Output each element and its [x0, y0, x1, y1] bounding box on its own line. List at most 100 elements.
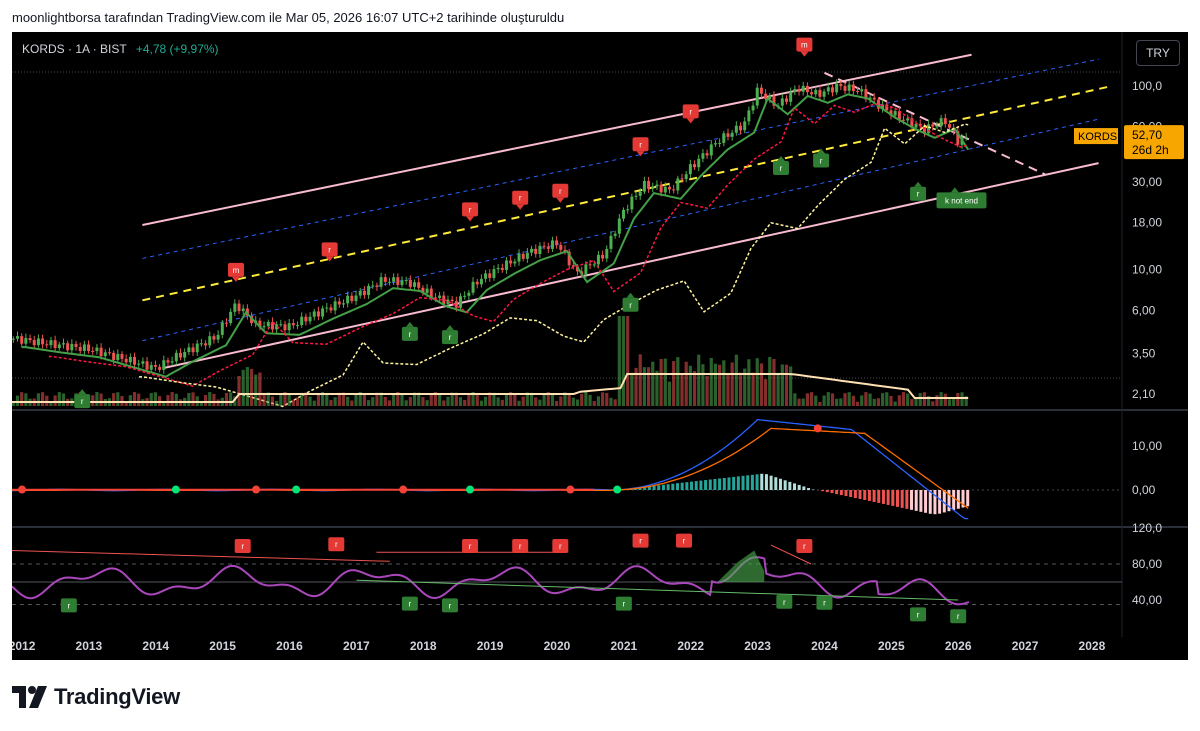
candle-body [822, 91, 826, 97]
sell-signal-pointer [800, 51, 809, 57]
candle-body [634, 195, 638, 197]
candle-body [199, 343, 203, 345]
signal-marker-label: r [328, 245, 331, 254]
osc1-histogram-bar [914, 490, 918, 511]
osc1-histogram-bar [877, 490, 881, 503]
tradingview-logo: TradingView [12, 683, 180, 711]
volume-bar [646, 367, 651, 406]
osc2-marker-label: r [559, 542, 562, 551]
buy-signal-marker [401, 326, 418, 341]
osc1-histogram-bar [956, 490, 960, 509]
candle-body [162, 360, 166, 370]
time-axis-tick: 2024 [811, 639, 838, 653]
candle-body [413, 282, 417, 287]
volume-bar [433, 392, 438, 406]
volume-bar [701, 364, 705, 406]
downtrend-line [824, 71, 1046, 176]
sell-signal-pointer [466, 216, 475, 222]
candle-body [116, 354, 120, 360]
candle-body [513, 261, 517, 264]
volume-bar [203, 394, 208, 406]
chart-svg[interactable]: mrrrrrrmrrrrrrrmk not end100,060,0030,00… [12, 32, 1188, 660]
osc1-histogram-bar [774, 477, 778, 490]
candle-body [145, 361, 149, 370]
price-axis-tick: 10,00 [1132, 263, 1162, 277]
time-axis-tick: 2015 [209, 639, 236, 653]
volume-bar [245, 367, 249, 406]
currency-button[interactable]: TRY [1136, 40, 1180, 66]
buy-signal-pointer [445, 325, 454, 331]
osc2-marker-label: r [783, 598, 786, 607]
osc2-sell-marker [552, 539, 569, 553]
candle-body [392, 277, 396, 282]
candle-body [128, 356, 132, 363]
volume-bar [843, 393, 847, 406]
candle-body [651, 186, 655, 189]
volume-bar [341, 392, 346, 406]
volume-bar [233, 396, 237, 406]
candle-body [538, 245, 542, 255]
osc1-cross-dot [466, 485, 475, 494]
volume-bar [275, 400, 279, 406]
candle-body [484, 273, 488, 279]
volume-bar [91, 395, 95, 406]
osc1-histogram-bar [938, 490, 942, 514]
osc2-axis-tick: 40,00 [1132, 593, 1162, 607]
candle-body [830, 87, 834, 93]
sell-signal-pointer [686, 118, 695, 124]
k-not-end-label: k not end [945, 196, 978, 205]
osc1-histogram-bar [919, 490, 923, 512]
volume-bar [772, 358, 776, 406]
osc2-marker-label: r [803, 542, 806, 551]
osc2-buy-marker [816, 595, 833, 610]
candle-body [166, 360, 170, 363]
volume-bar [801, 398, 805, 406]
chart-panel[interactable]: mrrrrrrmrrrrrrrmk not end100,060,0030,00… [12, 32, 1188, 660]
volume-bar [718, 364, 722, 406]
volume-bar [705, 376, 709, 406]
candle-body [283, 324, 287, 331]
candle-body [596, 254, 600, 265]
candle-body [772, 95, 776, 106]
osc2-buy-marker [950, 609, 967, 624]
volume-bar [906, 393, 910, 406]
fast-moving-average [22, 93, 970, 378]
price-axis-tick: 18,00 [1132, 216, 1162, 230]
volume-bar [642, 367, 646, 406]
osc1-cross-dot [171, 485, 180, 494]
buy-signal-marker [772, 161, 789, 176]
candle-body [759, 87, 763, 94]
buy-signal-marker [622, 297, 639, 312]
volume-bar [918, 393, 922, 406]
volume-bar [709, 357, 713, 406]
volume-bar [667, 381, 672, 406]
volume-bar [36, 393, 41, 406]
buy-signal-pointer [626, 292, 635, 298]
candle-body [613, 233, 617, 236]
osc1-histogram-bar [647, 486, 651, 490]
candle-body [931, 124, 935, 127]
volume-bar [500, 399, 504, 406]
volume-bar [960, 392, 964, 406]
candle-body [542, 245, 546, 247]
buy-signal-pointer [817, 148, 826, 154]
candle-body [312, 311, 316, 317]
volume-bar [855, 401, 860, 406]
last-price-symbol-tag [1074, 128, 1118, 145]
candle-body [442, 295, 446, 305]
volume-bar [626, 316, 630, 406]
volume-bar [580, 393, 584, 406]
osc2-buy-marker [910, 607, 927, 622]
candle-body [479, 278, 483, 285]
volume-bar [521, 396, 525, 406]
osc2-axis-tick: 120,0 [1132, 521, 1162, 535]
volume-bar [337, 392, 341, 406]
osc1-histogram-bar [895, 490, 899, 507]
candle-body [943, 118, 947, 125]
price-axis-tick: 2,10 [1132, 387, 1156, 401]
sell-signal-marker [512, 190, 529, 205]
candle-body [387, 281, 391, 283]
volume-bar [57, 392, 61, 406]
candle-body [12, 338, 15, 340]
price-change: +4,78 (+9,97%) [135, 42, 219, 56]
